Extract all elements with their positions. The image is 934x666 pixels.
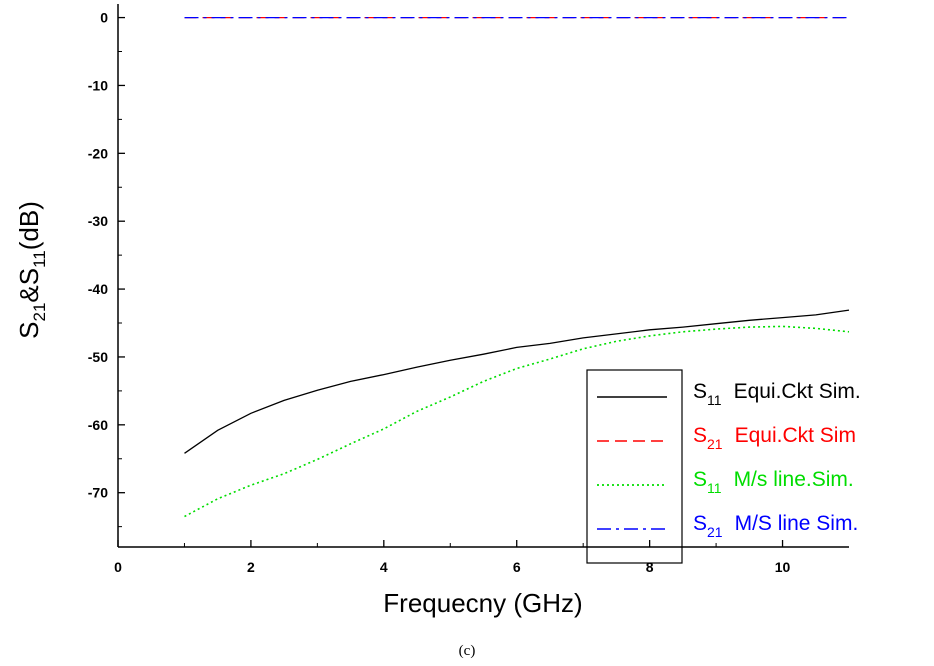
y-tick-label: -30 [88,213,108,229]
legend-label-rest: M/S line Sim. [735,512,859,535]
x-tick-label: 8 [646,559,654,575]
y-tick-label: -40 [88,281,108,297]
y-axis-title-sub1: 21 [30,303,49,322]
legend-label-sub: 11 [707,392,722,408]
legend-label-3: S21 M/S line Sim. [693,512,858,540]
series-layer [184,16,850,518]
legend-label-rest: M/s line.Sim. [734,468,854,491]
y-axis-title-sub2: 11 [30,250,49,268]
legend-label-base: S [693,380,707,403]
x-tick-label: 4 [380,559,388,575]
legend-label-0: S11 Equi.Ckt Sim. [693,380,861,408]
legend-label-sub: 11 [707,480,722,496]
plot-area [117,4,849,548]
x-tick-label: 6 [513,559,521,575]
y-tick-label: -10 [88,77,108,93]
legend-label-2: S11 M/s line.Sim. [693,468,854,496]
y-tick-label: 0 [100,10,108,26]
legend-label-base: S [693,512,707,535]
series-line-2 [184,325,850,518]
legend-label-sub: 21 [707,436,723,452]
legend-label-rest: Equi.Ckt Sim [735,424,856,447]
figure-caption: (c) [459,643,476,659]
y-ticks: 0 -10 -20 -30 -40 -50 -60 -70 [88,10,125,528]
y-tick-label: -70 [88,485,108,501]
x-tick-label: 2 [247,559,255,575]
y-axis-title: S21&S11(dB) [14,201,49,339]
x-axis-title: Frequecny (GHz) [383,588,582,618]
series-line-0 [184,309,850,454]
legend-box [586,369,683,564]
legend-label-sub: 21 [707,524,723,540]
legend-label-rest: Equi.Ckt Sim. [734,380,861,403]
y-axis-title-s: S [14,322,44,339]
x-ticks: 0 2 4 6 8 10 [114,540,791,575]
y-axis-title-unit: (dB) [14,201,44,250]
y-axis-title-mid: &S [14,268,44,303]
legend-label-base: S [693,468,707,491]
y-tick-label: -60 [88,417,108,433]
x-tick-label: 10 [775,559,791,575]
legend-label-base: S [693,424,707,447]
x-tick-label: 0 [114,559,122,575]
legend-label-1: S21 Equi.Ckt Sim [693,424,856,452]
y-tick-label: -20 [88,145,108,161]
y-tick-label: -50 [88,349,108,365]
